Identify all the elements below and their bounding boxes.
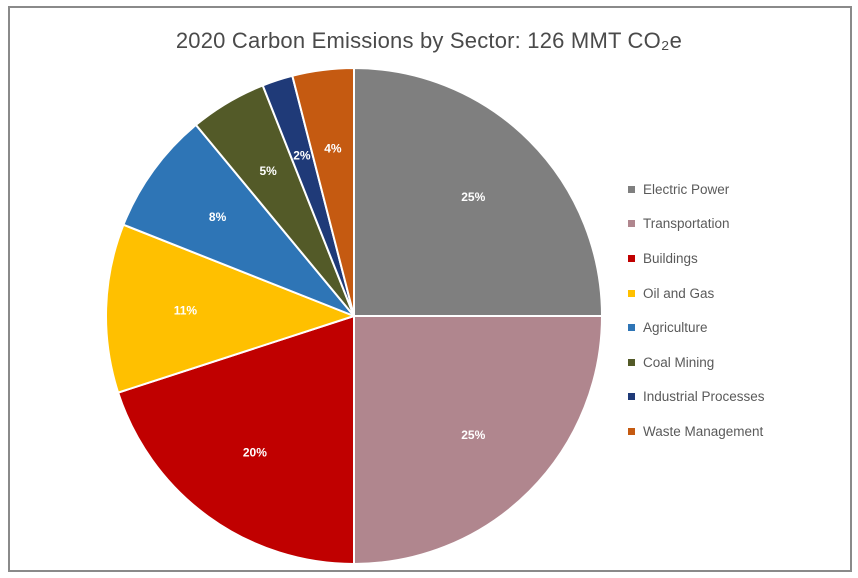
legend-swatch [628, 427, 635, 435]
data-label: 25% [461, 428, 485, 442]
legend-label: Industrial Processes [643, 389, 765, 405]
legend-swatch [628, 289, 635, 297]
pie-slice-transportation [353, 315, 604, 566]
legend-label: Buildings [643, 250, 698, 266]
chart-title: 2020 Carbon Emissions by Sector: 126 MMT… [175, 28, 683, 53]
pie-slice-agriculture [122, 123, 355, 317]
legend-item: Electric Power [628, 172, 848, 207]
legend-swatch [628, 324, 635, 332]
legend-item: Coal Mining [628, 345, 848, 380]
legend: Electric Power Transportation Buildings Oil… [628, 172, 848, 449]
legend-label: Waste Management [643, 423, 764, 439]
legend-swatch [628, 185, 635, 193]
legend-item: Agriculture [628, 310, 848, 345]
data-label: 5% [259, 164, 277, 178]
data-label: 8% [209, 210, 227, 224]
pie-slices [105, 66, 604, 566]
pie-labels: 25% 25% 20% 11% 8% 5% 2% 4% [174, 142, 486, 460]
legend-label: Coal Mining [643, 354, 715, 370]
data-label: 25% [461, 190, 485, 204]
legend-swatch [628, 358, 635, 366]
data-label: 20% [243, 445, 267, 459]
legend-label: Agriculture [643, 320, 708, 336]
legend-label: Electric Power [643, 181, 730, 197]
legend-item: Oil and Gas [628, 276, 848, 311]
pie-slice-waste-management [291, 66, 355, 317]
pie-slice-electric-power [353, 66, 604, 317]
legend-item: Industrial Processes [628, 380, 848, 415]
legend-item: Buildings [628, 241, 848, 276]
legend-swatch [628, 393, 635, 401]
pie-slice-buildings [116, 314, 355, 566]
data-label: 11% [174, 304, 198, 318]
pie-slice-oil-and-gas [105, 223, 357, 394]
data-label: 2% [293, 149, 311, 163]
legend-label: Transportation [643, 216, 730, 232]
legend-swatch [628, 254, 635, 262]
data-label: 4% [324, 142, 342, 156]
legend-label: Oil and Gas [643, 285, 715, 301]
legend-swatch [628, 220, 635, 228]
legend-item: Waste Management [628, 414, 848, 449]
legend-item: Transportation [628, 207, 848, 242]
